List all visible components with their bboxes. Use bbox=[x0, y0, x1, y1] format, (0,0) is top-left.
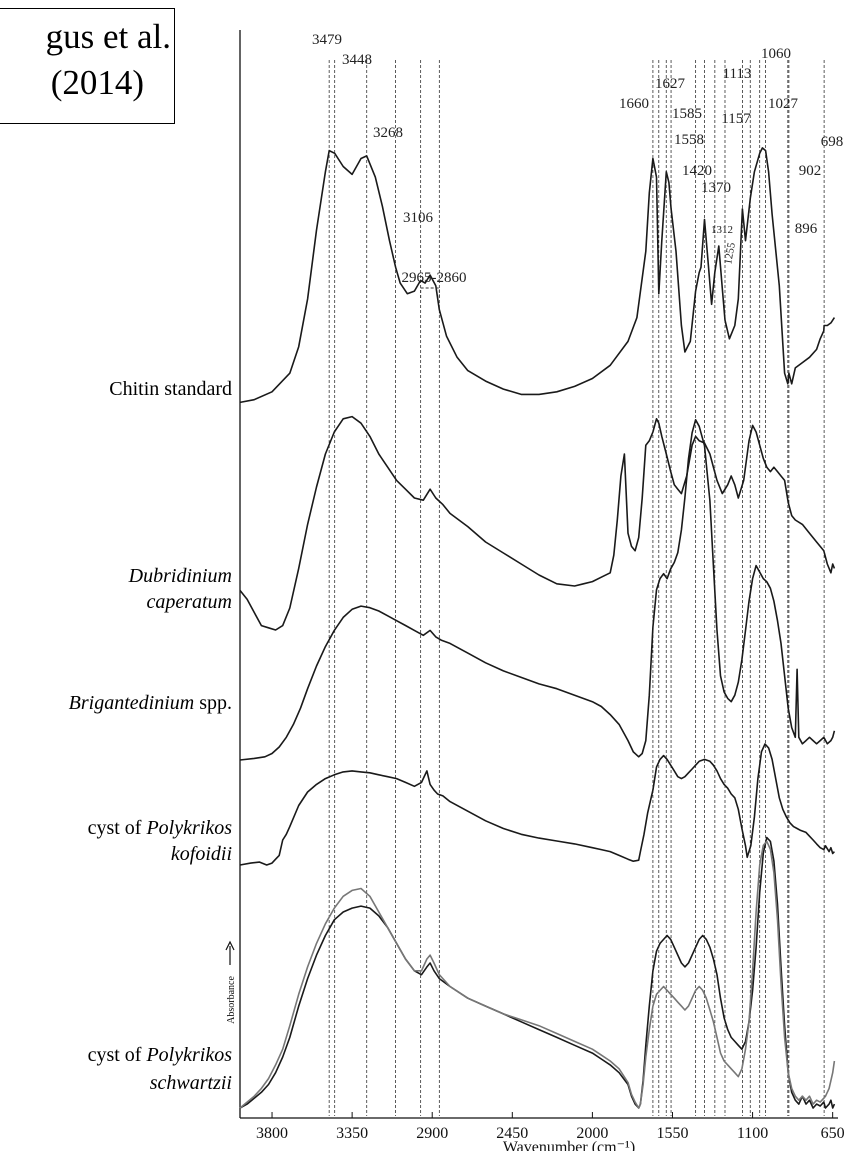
citation-box: gus et al. (2014) bbox=[0, 8, 175, 124]
spectra-series bbox=[239, 147, 836, 1109]
series-label-line-2: caperatum bbox=[146, 591, 232, 613]
peak-label: 1420 bbox=[682, 163, 712, 179]
x-tick-label: 1550 bbox=[656, 1125, 688, 1142]
y-axis-label: Absorbance bbox=[226, 976, 237, 1024]
series-label-line-1: Dubridinium bbox=[128, 565, 232, 587]
x-tick-label: 2000 bbox=[576, 1125, 608, 1142]
peak-label: 1113 bbox=[723, 66, 752, 82]
peak-label: 3268 bbox=[373, 125, 403, 141]
spectrum-line bbox=[239, 415, 836, 631]
peak-label: 3106 bbox=[403, 210, 434, 226]
spectrum-line bbox=[239, 840, 836, 1109]
spectrum-line bbox=[239, 836, 836, 1109]
peak-label: 1558 bbox=[674, 132, 704, 148]
peak-label: 896 bbox=[795, 221, 818, 237]
y-axis-arrow-head bbox=[225, 940, 235, 951]
spectrum-line bbox=[239, 419, 836, 761]
x-axis-ticks: 3800 3350 2900 2450 2000 1550 1100 650 bbox=[256, 1112, 845, 1142]
peak-label: 1585 bbox=[672, 106, 702, 122]
peak-label: 1060 bbox=[761, 46, 791, 62]
citation-line-1: gus et al. bbox=[45, 17, 171, 56]
series-label: Brigantedinium spp. bbox=[69, 692, 232, 714]
peak-label: 1660 bbox=[619, 96, 649, 112]
x-axis-label: Wavenumber (cm⁻¹) bbox=[503, 1139, 635, 1151]
citation-line-2: (2014) bbox=[50, 63, 144, 102]
peak-label: 1627 bbox=[655, 76, 686, 92]
x-tick-label: 3350 bbox=[336, 1125, 368, 1142]
peak-label: 698 bbox=[821, 134, 844, 150]
peak-label: 1157 bbox=[721, 111, 751, 127]
peak-label: 902 bbox=[799, 163, 822, 179]
series-label-line-2: schwartzii bbox=[150, 1072, 232, 1094]
peak-label: 1027 bbox=[768, 96, 799, 112]
x-tick-label: 1100 bbox=[737, 1125, 768, 1142]
spectrum-line bbox=[239, 147, 836, 404]
axes bbox=[239, 30, 838, 1119]
peak-label: 1312 bbox=[711, 224, 733, 236]
series-label-line-2: kofoidii bbox=[171, 843, 232, 865]
x-tick-label: 650 bbox=[821, 1125, 845, 1142]
spectrum-line bbox=[239, 743, 835, 866]
x-tick-label: 3800 bbox=[256, 1125, 288, 1142]
series-label-line-1: cyst of Polykrikos bbox=[88, 1044, 233, 1066]
peak-label: 1255 bbox=[722, 241, 738, 265]
x-tick-label: 2900 bbox=[416, 1125, 448, 1142]
series-label-line-1: cyst of Polykrikos bbox=[88, 817, 233, 839]
x-tick-label: 2450 bbox=[496, 1125, 528, 1142]
peak-label: 2965-2860 bbox=[402, 270, 467, 286]
y-axis-label-group: Absorbance bbox=[225, 940, 237, 1024]
peak-label: 3448 bbox=[342, 52, 372, 68]
series-label: Chitin standard bbox=[109, 378, 232, 400]
peak-label: 1370 bbox=[701, 180, 731, 196]
peak-label: 3479 bbox=[312, 32, 342, 48]
peak-bracket bbox=[420, 287, 440, 298]
series-labels: Chitin standard Dubridinium caperatum Briga… bbox=[69, 378, 233, 1094]
